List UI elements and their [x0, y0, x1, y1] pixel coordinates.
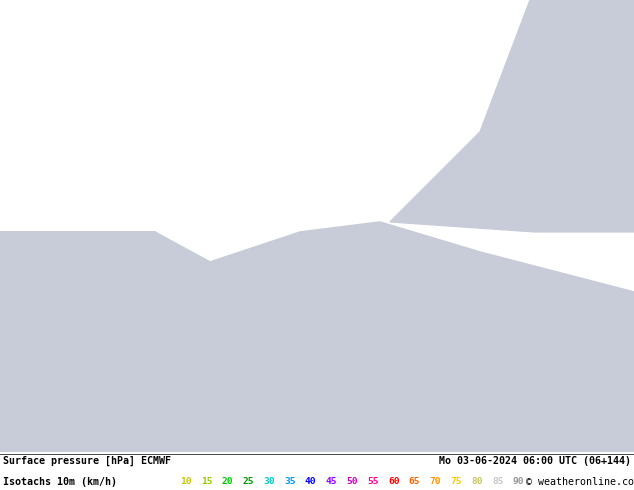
Text: 60: 60	[388, 477, 399, 486]
Text: Mo 03-06-2024 06:00 UTC (06+144): Mo 03-06-2024 06:00 UTC (06+144)	[439, 456, 631, 466]
Text: Surface pressure [hPa] ECMWF: Surface pressure [hPa] ECMWF	[3, 456, 171, 466]
Text: 15: 15	[201, 477, 212, 486]
Polygon shape	[0, 232, 155, 452]
Text: 90: 90	[513, 477, 524, 486]
Text: 10: 10	[180, 477, 191, 486]
Text: 80: 80	[471, 477, 482, 486]
Text: 75: 75	[450, 477, 462, 486]
Polygon shape	[0, 232, 155, 452]
Text: 40: 40	[305, 477, 316, 486]
Polygon shape	[0, 222, 634, 452]
Text: 20: 20	[222, 477, 233, 486]
Text: © weatheronline.co.uk: © weatheronline.co.uk	[526, 477, 634, 487]
Text: 70: 70	[430, 477, 441, 486]
Text: 50: 50	[346, 477, 358, 486]
Text: 35: 35	[284, 477, 295, 486]
Text: 55: 55	[367, 477, 378, 486]
Text: 30: 30	[263, 477, 275, 486]
Text: 85: 85	[492, 477, 503, 486]
Text: Isotachs 10m (km/h): Isotachs 10m (km/h)	[3, 477, 117, 487]
Text: 45: 45	[326, 477, 337, 486]
Text: 25: 25	[242, 477, 254, 486]
Polygon shape	[390, 0, 634, 232]
Text: 65: 65	[409, 477, 420, 486]
